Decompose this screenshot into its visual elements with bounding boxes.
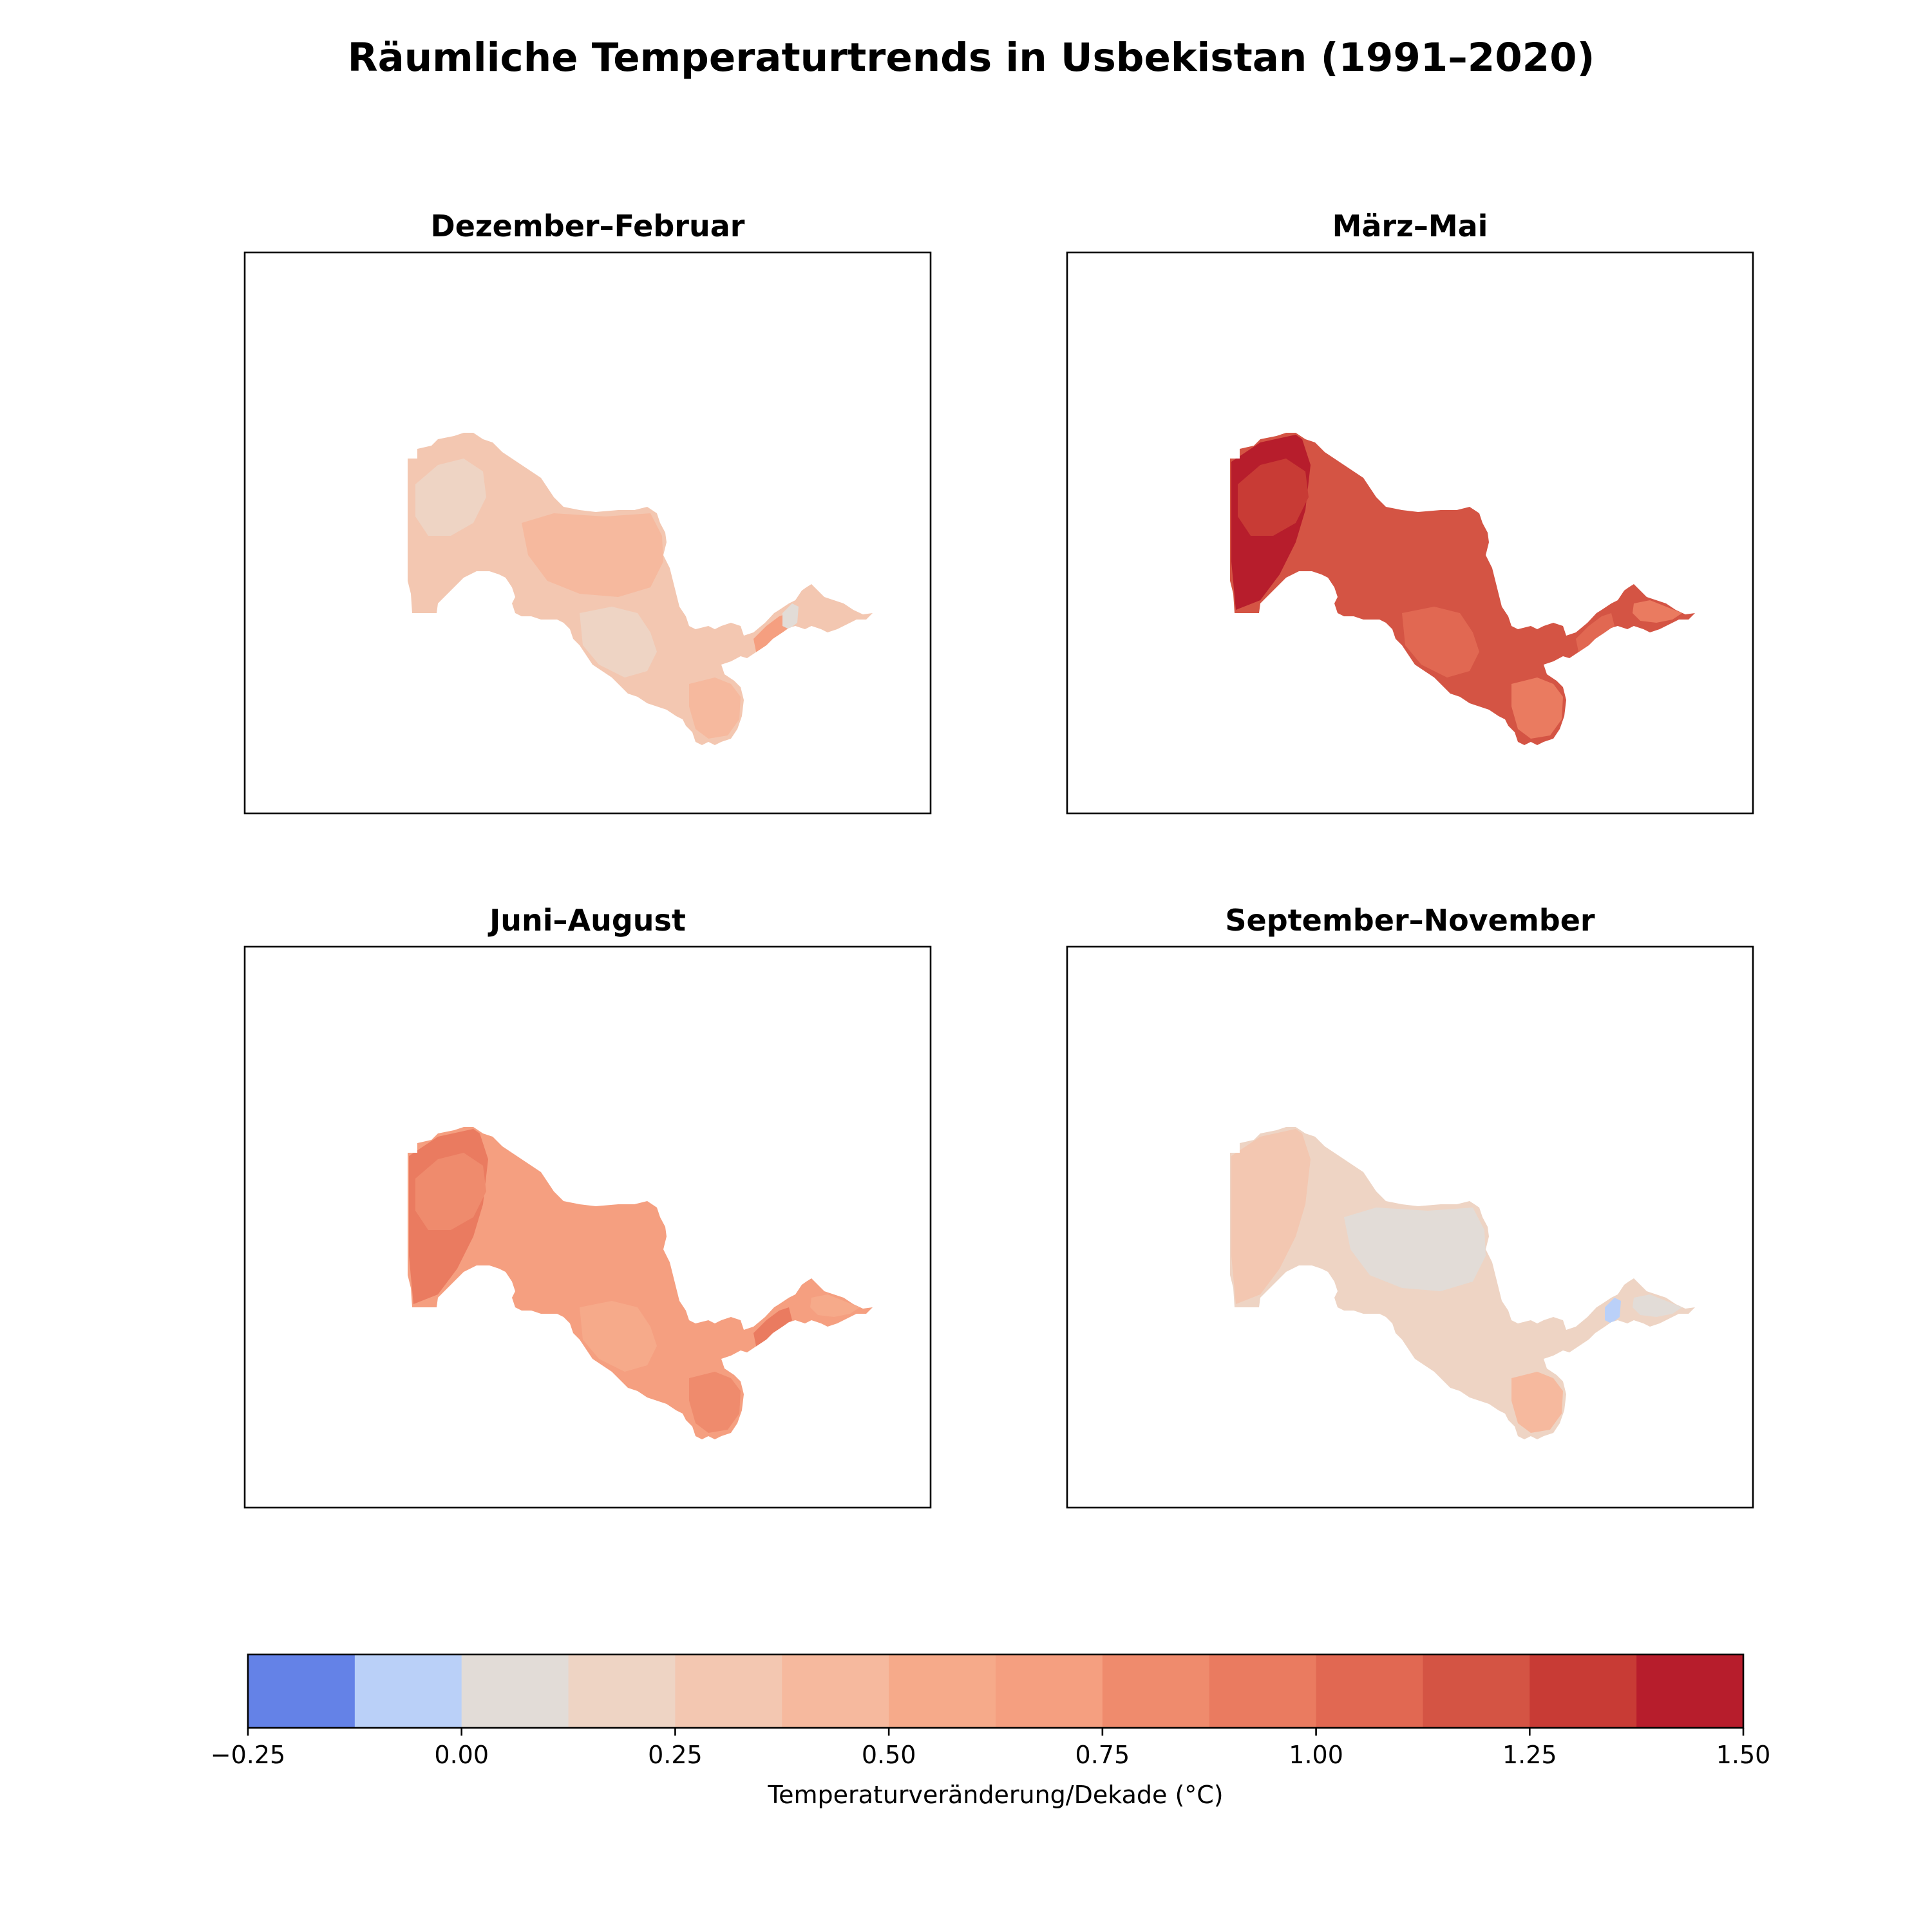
colorbar-cell bbox=[461, 1654, 569, 1728]
colorbar-tick-label: 0.50 bbox=[862, 1741, 916, 1769]
colorbar-cell bbox=[1209, 1654, 1317, 1728]
colorbar: −0.25 0.00 0.25 0.50 0.75 1.00 1.25 1.50 Temper… bbox=[211, 1653, 1771, 1809]
colorbar-cell bbox=[248, 1654, 355, 1728]
trend-patch bbox=[689, 1372, 741, 1433]
trend-patch bbox=[1605, 1298, 1621, 1323]
colorbar-tick-label: 0.25 bbox=[648, 1741, 703, 1769]
trend-patch bbox=[1633, 1294, 1682, 1317]
colorbar-frame bbox=[247, 1653, 1745, 1729]
trend-patch bbox=[782, 603, 799, 629]
colorbar-tick-label: −0.25 bbox=[211, 1741, 285, 1769]
colorbar-tick-label: 0.75 bbox=[1075, 1741, 1130, 1769]
colorbar-cell bbox=[354, 1654, 462, 1728]
trend-patch bbox=[1238, 459, 1309, 536]
trend-patch bbox=[1402, 607, 1479, 677]
panel-frame bbox=[1066, 251, 1754, 815]
trend-patch bbox=[1511, 677, 1563, 739]
colorbar-cell bbox=[782, 1654, 889, 1728]
map-panel: März–Mai bbox=[1066, 209, 1754, 815]
panel-frame bbox=[243, 945, 932, 1509]
trend-patch bbox=[415, 459, 486, 536]
trend-patch bbox=[1511, 1372, 1563, 1433]
colorbar-label: Temperaturveränderung/Dekade (°C) bbox=[767, 1781, 1223, 1809]
trend-patch bbox=[415, 1153, 486, 1230]
panel-frame bbox=[1066, 945, 1754, 1509]
colorbar-cell bbox=[1530, 1654, 1637, 1728]
map-panel: Dezember–Februar bbox=[243, 209, 932, 815]
panel-frame bbox=[243, 251, 932, 815]
map-panels: Dezember–Februar März–Mai Juni–August Septe… bbox=[243, 209, 1754, 1509]
figure-title: Räumliche Temperaturtrends in Usbekistan… bbox=[348, 35, 1595, 80]
trend-patch bbox=[810, 1294, 860, 1317]
country-fill bbox=[1230, 433, 1695, 745]
colorbar-cell bbox=[1423, 1654, 1530, 1728]
colorbar-cell bbox=[1316, 1654, 1424, 1728]
trend-patches bbox=[415, 459, 799, 739]
trend-patch bbox=[753, 1307, 792, 1349]
colorbar-ticks: −0.25 0.00 0.25 0.50 0.75 1.00 1.25 1.50 bbox=[211, 1728, 1771, 1769]
trend-patch bbox=[689, 677, 741, 739]
trend-patch bbox=[580, 1301, 657, 1372]
country-fill bbox=[408, 1127, 873, 1439]
trend-patches bbox=[1231, 1129, 1682, 1433]
panel-title: September–November bbox=[1225, 903, 1595, 938]
panel-title: März–Mai bbox=[1332, 209, 1488, 243]
panel-title: Juni–August bbox=[488, 903, 686, 938]
trend-patch bbox=[1576, 613, 1615, 655]
colorbar-tick-label: 0.00 bbox=[434, 1741, 489, 1769]
trend-patch bbox=[1231, 1129, 1311, 1304]
colorbar-cell bbox=[568, 1654, 676, 1728]
colorbar-tick-label: 1.50 bbox=[1716, 1741, 1771, 1769]
trend-patch bbox=[580, 607, 657, 677]
trend-patches bbox=[409, 1129, 860, 1433]
colorbar-tick-label: 1.00 bbox=[1289, 1741, 1343, 1769]
trend-patches bbox=[1231, 435, 1682, 739]
map-panel: Juni–August bbox=[243, 903, 932, 1509]
colorbar-cell bbox=[1636, 1654, 1744, 1728]
colorbar-cells bbox=[248, 1654, 1744, 1728]
trend-patch bbox=[1633, 600, 1682, 623]
colorbar-cell bbox=[1102, 1654, 1210, 1728]
colorbar-cell bbox=[996, 1654, 1103, 1728]
colorbar-cell bbox=[889, 1654, 996, 1728]
map-panel: September–November bbox=[1066, 903, 1754, 1509]
colorbar-tick-label: 1.25 bbox=[1502, 1741, 1557, 1769]
panel-title: Dezember–Februar bbox=[431, 209, 745, 243]
trend-patch bbox=[1344, 1208, 1486, 1291]
trend-patch bbox=[522, 513, 663, 597]
colorbar-cell bbox=[675, 1654, 782, 1728]
